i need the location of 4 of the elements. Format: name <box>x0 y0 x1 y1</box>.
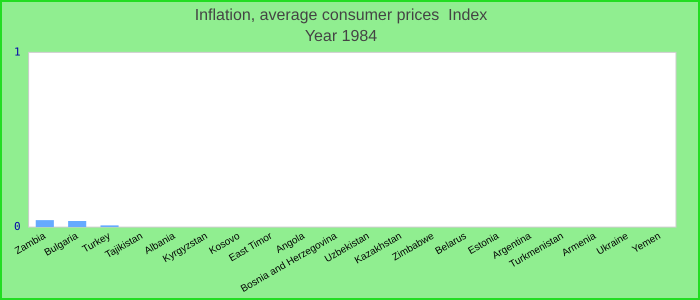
chart-title: Inflation, average consumer prices Index <box>194 7 488 24</box>
chart-subtitle: Year 1984 <box>304 28 378 46</box>
y-tick-label: 0 <box>14 220 21 233</box>
y-tick-label: 1 <box>14 45 21 58</box>
